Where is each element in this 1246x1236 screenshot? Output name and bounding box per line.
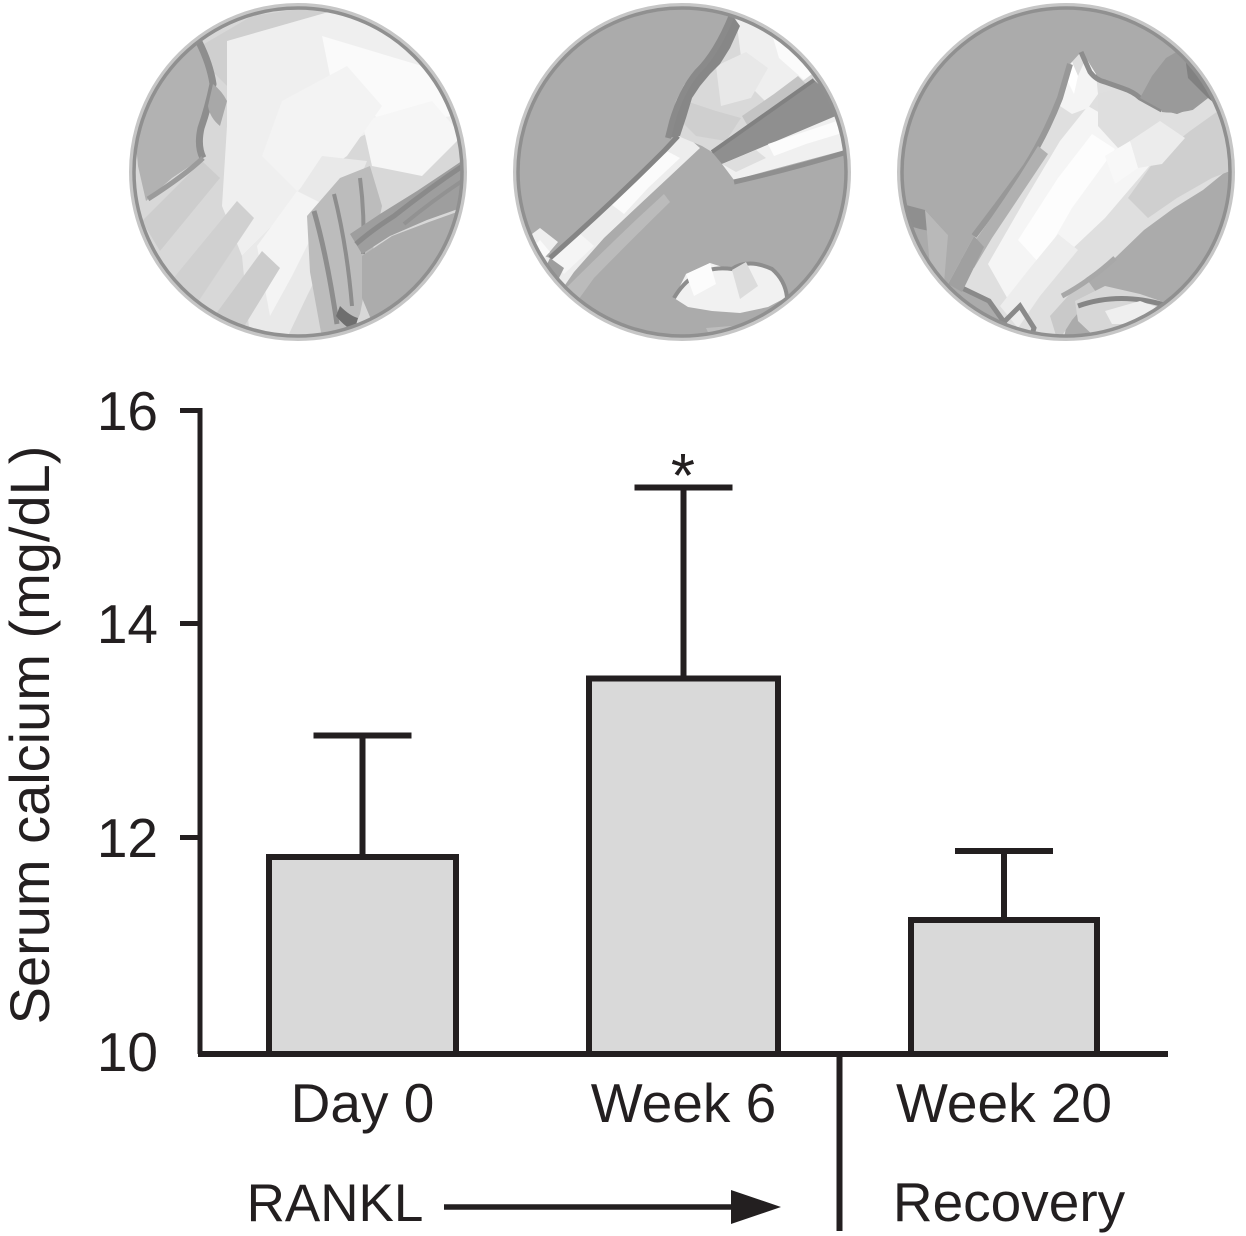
svg-text:Serum calcium (mg/dL): Serum calcium (mg/dL) [0, 446, 61, 1025]
svg-text:Week 20: Week 20 [896, 1072, 1112, 1134]
svg-text:RANKL: RANKL [247, 1174, 424, 1233]
svg-text:16: 16 [97, 380, 158, 442]
svg-text:Day 0: Day 0 [291, 1072, 435, 1134]
svg-text:10: 10 [97, 1021, 158, 1083]
svg-text:Week 6: Week 6 [591, 1072, 776, 1134]
svg-text:14: 14 [97, 593, 158, 655]
svg-text:Recovery: Recovery [893, 1171, 1126, 1233]
svg-text:12: 12 [97, 807, 158, 869]
svg-text:*: * [671, 442, 695, 511]
